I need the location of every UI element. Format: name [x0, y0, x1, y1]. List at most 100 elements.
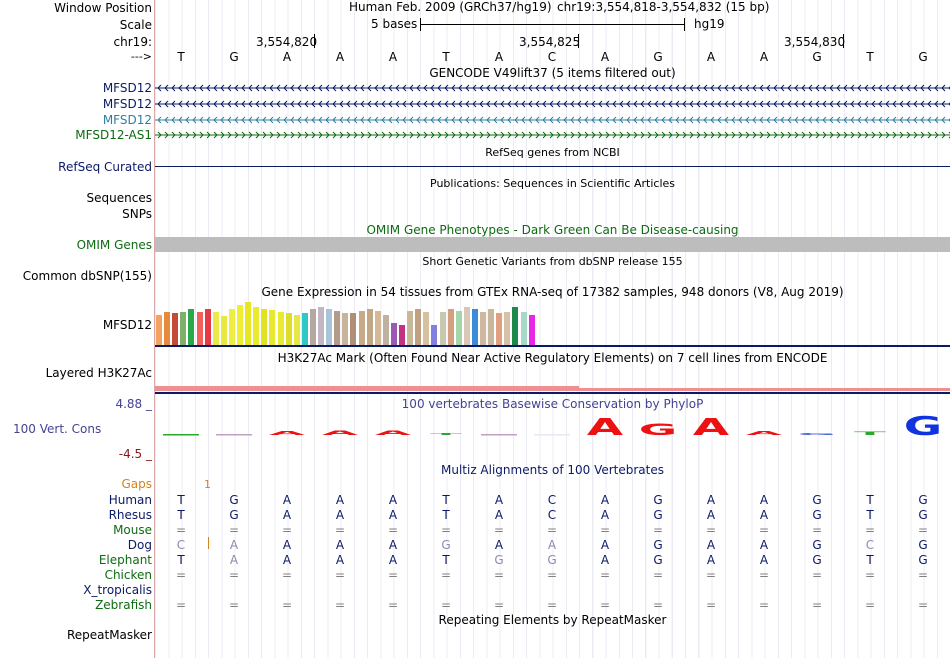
gtex-tissue-bar[interactable] — [261, 309, 268, 345]
aligned-base: C — [865, 538, 875, 552]
gtex-tissue-bar[interactable] — [431, 325, 438, 345]
species-label[interactable]: Zebrafish — [95, 598, 152, 612]
strand-chevron — [794, 100, 799, 108]
aligned-base: G — [812, 538, 822, 552]
window-position-label: Window Position — [54, 1, 152, 15]
gencode-track-label-2[interactable]: MFSD12 — [102, 97, 152, 111]
gencode-track-1[interactable] — [155, 81, 950, 95]
gtex-tissue-bar[interactable] — [172, 313, 179, 345]
gtex-tissue-bar[interactable] — [156, 315, 162, 345]
repeatmasker-label[interactable]: RepeatMasker — [66, 628, 152, 642]
gtex-tissue-bar[interactable] — [463, 307, 470, 345]
strand-chevron — [619, 100, 624, 108]
species-label[interactable]: Mouse — [113, 523, 152, 537]
gtex-tissue-bar[interactable] — [488, 309, 495, 345]
gtex-tissue-bar[interactable] — [504, 312, 511, 345]
gtex-tissue-bar[interactable] — [253, 307, 260, 345]
gtex-tissue-bar[interactable] — [245, 302, 252, 345]
gtex-tissue-bar[interactable] — [188, 309, 195, 345]
strand-chevron — [710, 131, 715, 139]
h3k27ac-signal-layer-1[interactable] — [155, 386, 579, 388]
gtex-tissue-bar[interactable] — [228, 309, 235, 345]
species-label[interactable]: Dog — [127, 538, 152, 552]
gencode-track-3[interactable] — [155, 113, 950, 127]
strand-chevron — [227, 100, 232, 108]
gtex-tissue-bar[interactable] — [366, 309, 373, 345]
gtex-label[interactable]: MFSD12 — [102, 318, 152, 332]
gtex-tissue-bar[interactable] — [237, 305, 243, 345]
gencode-track-label-3[interactable]: MFSD12 — [102, 113, 152, 127]
h3k27ac-signal-layer-2[interactable] — [155, 388, 950, 391]
gtex-tissue-bar[interactable] — [447, 309, 454, 345]
gtex-tissue-bar[interactable] — [334, 311, 341, 345]
omim-label[interactable]: OMIM Genes — [76, 238, 152, 252]
snps-label[interactable]: SNPs — [122, 207, 152, 221]
gtex-tissue-bar[interactable] — [326, 309, 333, 345]
species-label[interactable]: Elephant — [98, 553, 152, 567]
gtex-baseline — [155, 345, 950, 347]
gtex-tissue-bar[interactable] — [496, 313, 503, 345]
sequences-label[interactable]: Sequences — [86, 191, 152, 205]
gencode-track-4[interactable] — [155, 128, 950, 142]
gtex-tissue-bar[interactable] — [350, 313, 357, 345]
gtex-tissue-bar[interactable] — [277, 312, 284, 345]
strand-chevron — [486, 116, 491, 124]
strand-chevron — [836, 100, 841, 108]
refseq-line[interactable] — [155, 166, 950, 167]
species-label[interactable]: Chicken — [104, 568, 152, 582]
strand-chevron — [521, 100, 526, 108]
phylop-label[interactable]: 100 Vert. Cons — [13, 422, 102, 436]
strand-chevron — [717, 100, 722, 108]
gtex-tissue-bar[interactable] — [512, 307, 519, 345]
gencode-track-2[interactable] — [155, 97, 950, 111]
gtex-tissue-bar[interactable] — [520, 312, 527, 345]
gtex-tissue-bar[interactable] — [212, 312, 219, 345]
gtex-tissue-bar[interactable] — [455, 311, 462, 345]
gencode-track-label-1[interactable]: MFSD12 — [102, 81, 152, 95]
strand-chevron — [689, 84, 694, 92]
refseq-label[interactable]: RefSeq Curated — [58, 160, 152, 174]
gtex-tissue-bar[interactable] — [407, 311, 414, 345]
gtex-tissue-bar[interactable] — [399, 325, 405, 345]
h3k27ac-label[interactable]: Layered H3K27Ac — [45, 366, 152, 380]
gtex-tissue-bar[interactable] — [220, 316, 227, 345]
gtex-tissue-bar[interactable] — [415, 309, 422, 345]
dbsnp-label[interactable]: Common dbSNP(155) — [22, 269, 152, 283]
phylop-score-mark — [534, 434, 570, 436]
strand-chevron — [829, 84, 834, 92]
gtex-tissue-bar[interactable] — [180, 312, 187, 345]
gtex-tissue-bar[interactable] — [301, 313, 308, 345]
gtex-tissue-bar[interactable] — [423, 312, 430, 345]
strand-chevron — [542, 84, 547, 92]
gtex-tissue-bar[interactable] — [196, 312, 203, 345]
gaps-label[interactable]: Gaps — [121, 477, 152, 491]
gtex-tissue-bar[interactable] — [293, 315, 300, 345]
gtex-tissue-bar[interactable] — [285, 313, 292, 345]
species-label[interactable]: X_tropicalis — [83, 583, 152, 597]
species-label[interactable]: Human — [108, 493, 152, 507]
aligned-base: G — [494, 553, 504, 567]
gtex-tissue-bar[interactable] — [164, 312, 171, 345]
strand-chevron — [822, 116, 827, 124]
gtex-tissue-bar[interactable] — [374, 311, 381, 345]
dbsnp-title: Short Genetic Variants from dbSNP releas… — [422, 255, 683, 268]
species-label[interactable]: Rhesus — [108, 508, 152, 522]
omim-bar[interactable] — [155, 237, 950, 252]
gtex-tissue-bar[interactable] — [382, 315, 389, 345]
gtex-tissue-bar[interactable] — [309, 309, 316, 345]
gtex-tissue-bar[interactable] — [318, 307, 324, 345]
gtex-tissue-bar[interactable] — [471, 309, 478, 345]
aligned-base: = — [440, 523, 452, 537]
gtex-tissue-bar[interactable] — [528, 315, 535, 345]
gtex-tissue-bar[interactable] — [204, 309, 211, 345]
strand-chevron — [262, 84, 267, 92]
gtex-tissue-bar[interactable] — [269, 310, 276, 345]
gtex-tissue-bar[interactable] — [439, 312, 446, 345]
gencode-track-label-4[interactable]: MFSD12-AS1 — [75, 128, 152, 142]
gtex-tissue-bar[interactable] — [480, 312, 486, 345]
strand-chevron — [227, 131, 232, 139]
gtex-tissue-bar[interactable] — [358, 311, 365, 345]
gtex-tissue-bar[interactable] — [390, 323, 397, 345]
gtex-tissue-bar[interactable] — [342, 313, 349, 345]
